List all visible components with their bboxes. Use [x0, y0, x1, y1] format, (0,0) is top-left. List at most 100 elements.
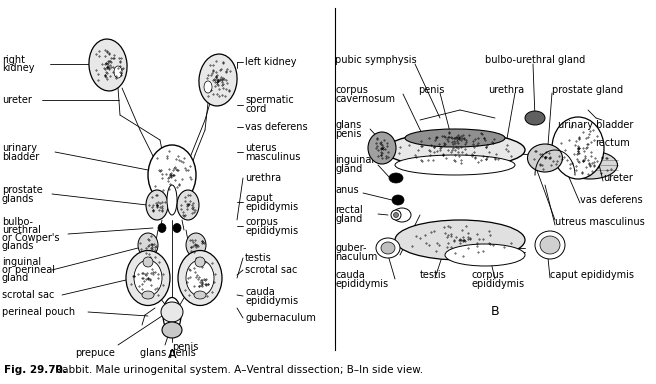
Text: gland: gland: [335, 164, 362, 174]
Text: ureter: ureter: [603, 173, 633, 183]
Ellipse shape: [186, 260, 214, 296]
Text: corpus: corpus: [245, 217, 278, 227]
Ellipse shape: [194, 291, 206, 299]
Text: uterus: uterus: [245, 143, 276, 153]
Text: urinary: urinary: [2, 143, 37, 153]
Ellipse shape: [178, 250, 222, 306]
Text: caput epididymis: caput epididymis: [550, 270, 634, 280]
Ellipse shape: [177, 190, 199, 220]
Text: glands: glands: [2, 241, 34, 251]
Text: A: A: [168, 348, 176, 361]
Text: glans: glans: [335, 120, 361, 130]
Ellipse shape: [138, 233, 158, 257]
Ellipse shape: [405, 129, 505, 147]
Text: inguinal: inguinal: [2, 257, 41, 267]
Ellipse shape: [143, 257, 153, 267]
Text: prostate gland: prostate gland: [552, 85, 623, 95]
Text: Rabbit. Male urinogenital system. A–Ventral dissection; B–In side view.: Rabbit. Male urinogenital system. A–Vent…: [52, 365, 423, 375]
Text: kidney: kidney: [2, 63, 35, 73]
Ellipse shape: [146, 190, 168, 220]
Text: prostate: prostate: [2, 185, 43, 195]
Ellipse shape: [391, 210, 401, 220]
Text: penis: penis: [418, 85, 444, 95]
Text: scrotal sac: scrotal sac: [2, 290, 54, 300]
Ellipse shape: [163, 298, 181, 333]
Text: epididymis: epididymis: [245, 226, 298, 236]
Ellipse shape: [392, 195, 404, 205]
Ellipse shape: [527, 144, 562, 172]
Ellipse shape: [394, 212, 398, 217]
Text: testis: testis: [420, 270, 447, 280]
Text: rectal: rectal: [335, 205, 363, 215]
Ellipse shape: [395, 220, 525, 260]
Text: corpus: corpus: [472, 270, 505, 280]
Ellipse shape: [385, 132, 525, 167]
Text: perineal pouch: perineal pouch: [2, 307, 75, 317]
Text: cauda: cauda: [335, 270, 365, 280]
Ellipse shape: [552, 117, 604, 179]
Ellipse shape: [199, 54, 237, 106]
Text: urethra: urethra: [488, 85, 524, 95]
Text: epididymis: epididymis: [472, 279, 525, 289]
Text: cauda: cauda: [245, 287, 275, 297]
Text: utreus masculinus: utreus masculinus: [555, 217, 645, 227]
Text: naculum: naculum: [335, 252, 377, 262]
Text: guber-: guber-: [335, 243, 367, 253]
Ellipse shape: [195, 257, 205, 267]
Ellipse shape: [535, 231, 565, 259]
Ellipse shape: [114, 66, 122, 78]
Text: urinary bladder: urinary bladder: [558, 120, 634, 130]
Text: prepuce: prepuce: [75, 348, 115, 358]
Text: spermatic: spermatic: [245, 95, 294, 105]
Text: right: right: [2, 55, 25, 65]
Ellipse shape: [161, 302, 183, 322]
Ellipse shape: [562, 151, 617, 179]
Ellipse shape: [158, 223, 166, 232]
Text: or Cowper's: or Cowper's: [2, 233, 60, 243]
Ellipse shape: [167, 185, 177, 215]
Ellipse shape: [445, 244, 525, 266]
Text: epididymis: epididymis: [245, 202, 298, 212]
Text: pubic symphysis: pubic symphysis: [335, 55, 417, 65]
Ellipse shape: [126, 250, 170, 306]
Ellipse shape: [368, 132, 396, 164]
Text: vas deferens: vas deferens: [245, 122, 308, 132]
Text: bladder: bladder: [2, 152, 39, 162]
Text: inguinal: inguinal: [335, 155, 374, 165]
Ellipse shape: [376, 238, 400, 258]
Ellipse shape: [393, 208, 411, 222]
Text: cavernosum: cavernosum: [335, 94, 395, 104]
Ellipse shape: [173, 223, 181, 232]
Text: urethra: urethra: [245, 173, 281, 183]
Text: left kidney: left kidney: [245, 57, 297, 67]
Ellipse shape: [389, 173, 403, 183]
Ellipse shape: [540, 236, 560, 254]
Text: corpus: corpus: [335, 85, 368, 95]
Ellipse shape: [148, 145, 196, 205]
Ellipse shape: [89, 39, 127, 91]
Ellipse shape: [204, 81, 212, 93]
Ellipse shape: [525, 111, 545, 125]
Text: scrotal sac: scrotal sac: [245, 265, 297, 275]
Text: glans penis: glans penis: [140, 348, 195, 358]
Text: masculinus: masculinus: [245, 152, 300, 162]
Text: vas deferens: vas deferens: [580, 195, 643, 205]
Text: epididymis: epididymis: [335, 279, 388, 289]
Text: gland: gland: [335, 214, 362, 224]
Text: testis: testis: [245, 253, 272, 263]
Text: anus: anus: [335, 185, 359, 195]
Text: urethral: urethral: [2, 225, 41, 235]
Text: caput: caput: [245, 193, 273, 203]
Text: B: B: [491, 305, 499, 318]
Text: rectum: rectum: [595, 138, 630, 148]
Ellipse shape: [162, 322, 182, 338]
Text: bulbo-: bulbo-: [2, 217, 33, 227]
Text: gubernaculum: gubernaculum: [245, 313, 316, 323]
Text: Fig. 29.70.: Fig. 29.70.: [4, 365, 67, 375]
Text: glands: glands: [2, 194, 34, 204]
Ellipse shape: [395, 155, 515, 175]
Text: penis: penis: [172, 342, 198, 352]
Text: or perineal: or perineal: [2, 265, 55, 275]
Ellipse shape: [381, 242, 395, 254]
Text: bulbo-urethral gland: bulbo-urethral gland: [485, 55, 585, 65]
